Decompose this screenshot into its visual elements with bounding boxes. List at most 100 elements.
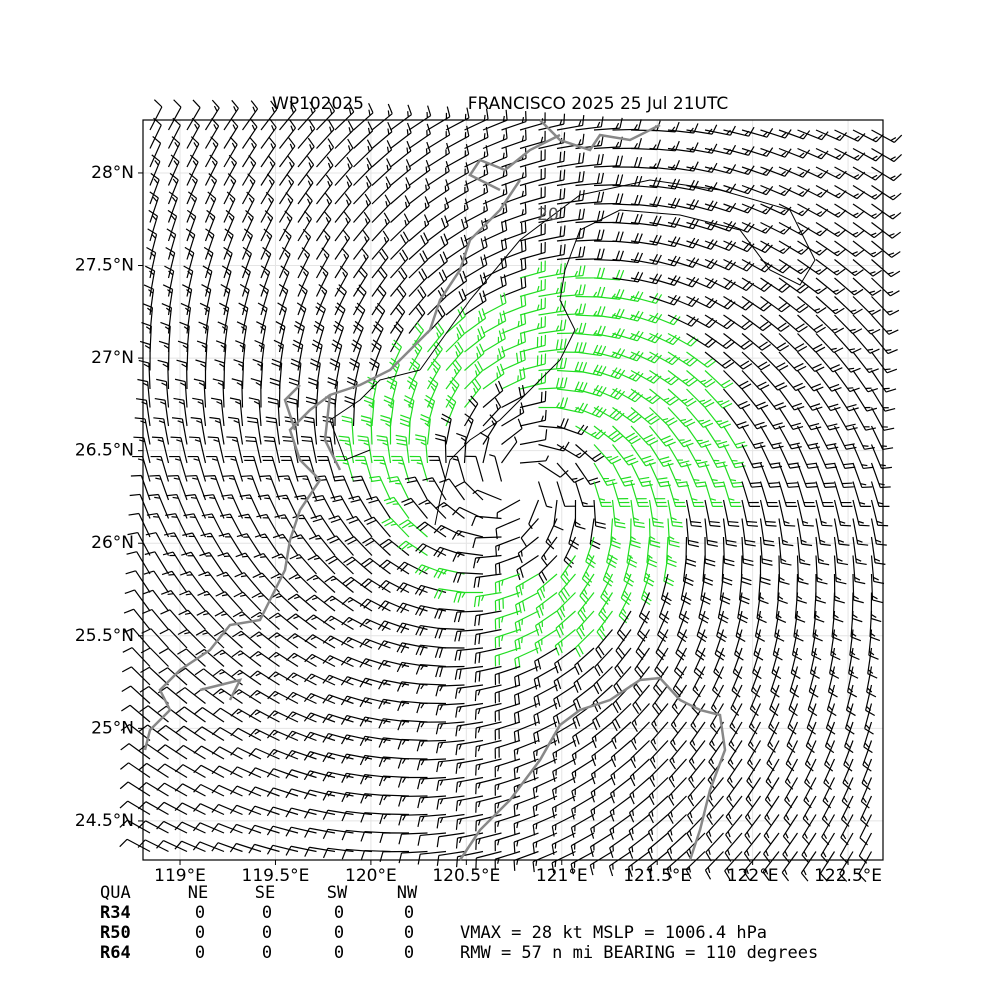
wind-barb — [704, 333, 735, 349]
wind-barb — [494, 591, 521, 612]
wind-barb — [778, 388, 805, 411]
wind-barb — [723, 314, 754, 331]
wind-barb — [316, 174, 333, 205]
wind-barb — [353, 139, 373, 168]
wind-barb — [754, 610, 766, 642]
wind-barb — [730, 684, 743, 716]
wind-barb — [408, 123, 432, 149]
wind-barb — [686, 388, 715, 408]
wind-barb — [482, 292, 507, 316]
wind-barb — [614, 647, 632, 678]
wind-barb — [216, 571, 243, 593]
wind-barb — [721, 555, 733, 586]
wind-barb — [221, 494, 244, 519]
wind-barb — [649, 314, 681, 326]
wind-barb — [750, 666, 762, 698]
wind-barb — [150, 455, 170, 482]
wind-barb — [843, 740, 854, 772]
wind-barb — [474, 721, 502, 739]
wind-barb — [778, 314, 808, 333]
wind-barb — [829, 647, 840, 679]
wind-barb — [156, 782, 188, 797]
wind-barb — [474, 610, 502, 627]
wind-barb — [870, 573, 883, 604]
wind-barb — [611, 499, 626, 529]
wind-barb — [839, 851, 854, 882]
wind-barb — [722, 444, 746, 469]
wind-barb — [700, 573, 712, 605]
wind-barb — [519, 297, 546, 316]
wind-barb — [180, 570, 206, 593]
wind-barb — [737, 592, 749, 624]
wind-barb — [833, 407, 858, 431]
wind-barb — [760, 277, 791, 293]
wind-barb — [224, 455, 244, 482]
wind-barb — [154, 397, 170, 427]
wind-barb — [760, 333, 790, 352]
wind-barb — [390, 267, 408, 297]
wind-barb — [197, 590, 225, 612]
wind-barb — [538, 300, 567, 316]
wind-barb — [377, 600, 410, 612]
wind-barb — [538, 462, 569, 478]
wind-barb — [494, 721, 521, 741]
wind-barb — [398, 813, 428, 826]
wind-barb — [279, 137, 296, 168]
wind-barb — [341, 596, 373, 612]
wind-barb — [229, 785, 262, 797]
wind-barb — [612, 213, 643, 225]
y-tick-label: 25.5°N — [75, 626, 134, 646]
wind-barb — [223, 246, 233, 279]
wind-barb — [174, 840, 206, 853]
wind-barb — [833, 518, 850, 546]
wind-barb — [210, 397, 225, 427]
wind-barb — [229, 766, 262, 779]
wind-barb — [454, 665, 484, 680]
wind-barb — [304, 846, 336, 857]
wind-barb — [791, 629, 803, 661]
wind-barb — [231, 650, 262, 667]
wind-barb — [296, 475, 318, 501]
wind-barb — [534, 647, 558, 672]
wind-barb — [297, 265, 309, 297]
wind-barb — [494, 702, 521, 722]
coastline — [143, 119, 727, 861]
wind-barb — [266, 787, 299, 797]
wind-barb — [435, 433, 447, 464]
y-tick-label: 24.5°N — [75, 811, 134, 831]
wind-barb — [704, 499, 721, 528]
wind-barb — [398, 795, 428, 807]
wind-barb — [852, 444, 874, 470]
wind-barb — [741, 333, 771, 351]
wind-barb — [260, 191, 275, 223]
wind-barb — [501, 313, 527, 335]
wind-barb — [551, 795, 576, 819]
wind-barb — [593, 269, 625, 281]
y-tick-label: 27°N — [91, 348, 134, 368]
wind-barb — [494, 813, 521, 833]
wind-barb — [871, 222, 902, 239]
wind-barb — [612, 444, 639, 466]
table-header: SW — [327, 883, 348, 903]
contour — [329, 179, 816, 526]
wind-barb — [455, 721, 484, 737]
wind-barb — [435, 702, 465, 716]
wind-barb — [128, 512, 151, 538]
wind-barb — [593, 499, 606, 529]
wind-barb — [386, 376, 398, 408]
wind-barb — [482, 380, 504, 408]
wind-barb — [760, 388, 787, 411]
wind-barb — [741, 296, 773, 312]
x-tick-label: 119.5°E — [242, 866, 310, 886]
wind-barb — [595, 629, 613, 659]
wind-barb — [306, 574, 336, 593]
wind-barb — [482, 363, 505, 390]
wind-barb — [193, 745, 225, 760]
wind-barb — [445, 341, 464, 371]
wind-barb — [176, 687, 206, 704]
wind-barb — [686, 407, 714, 428]
wind-barb — [852, 518, 869, 546]
x-tick-label: 121°E — [536, 866, 588, 886]
wind-barb — [371, 121, 393, 149]
wind-barb — [248, 786, 280, 797]
